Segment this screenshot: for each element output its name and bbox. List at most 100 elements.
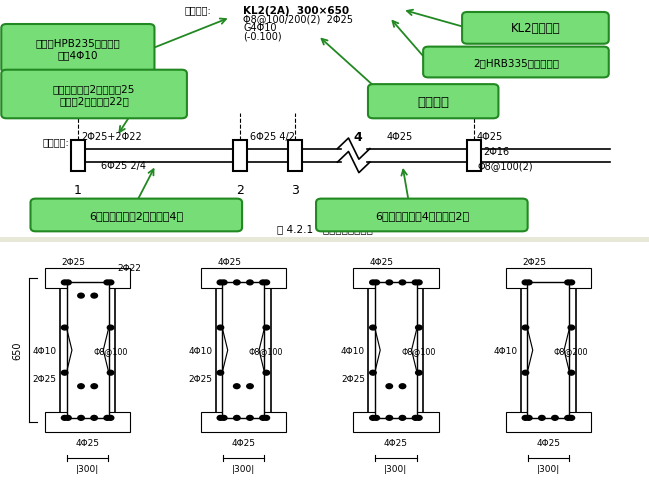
Circle shape <box>386 384 393 389</box>
FancyBboxPatch shape <box>31 199 242 232</box>
Bar <box>215 278 271 422</box>
Circle shape <box>399 384 406 389</box>
Text: 4Φ25: 4Φ25 <box>76 438 99 447</box>
Circle shape <box>263 416 269 420</box>
Circle shape <box>415 416 422 420</box>
Circle shape <box>415 280 422 285</box>
Bar <box>353 412 439 432</box>
Circle shape <box>62 280 68 285</box>
Circle shape <box>234 280 240 285</box>
Circle shape <box>386 416 393 420</box>
Bar <box>71 140 85 171</box>
Circle shape <box>234 384 240 389</box>
Circle shape <box>217 280 224 285</box>
Text: 4Φ25: 4Φ25 <box>217 257 241 266</box>
Bar <box>60 278 116 422</box>
Circle shape <box>412 280 419 285</box>
Circle shape <box>412 416 419 420</box>
Circle shape <box>568 416 574 420</box>
Text: KL2(2A)  300×650: KL2(2A) 300×650 <box>243 6 350 15</box>
Text: 4Φ25: 4Φ25 <box>232 438 255 447</box>
Text: 箍筋是HPB235钢，直径
箍筋4Φ10: 箍筋是HPB235钢，直径 箍筋4Φ10 <box>36 38 120 60</box>
Circle shape <box>107 371 114 375</box>
Circle shape <box>526 280 532 285</box>
Text: |300|: |300| <box>537 464 560 473</box>
Circle shape <box>526 416 532 420</box>
Text: |300|: |300| <box>232 464 255 473</box>
Circle shape <box>415 325 422 330</box>
Circle shape <box>552 416 558 420</box>
Text: 4: 4 <box>354 130 362 144</box>
Circle shape <box>78 416 84 420</box>
Text: 2Φ16: 2Φ16 <box>484 146 509 156</box>
Circle shape <box>247 416 253 420</box>
Text: 650: 650 <box>13 341 23 360</box>
Circle shape <box>260 416 266 420</box>
Bar <box>45 412 130 432</box>
Text: 1: 1 <box>74 183 82 197</box>
Text: 2Φ25: 2Φ25 <box>61 257 85 266</box>
Bar <box>201 412 286 432</box>
Bar <box>67 282 108 419</box>
Circle shape <box>221 416 227 420</box>
Circle shape <box>399 280 406 285</box>
Bar <box>506 268 591 288</box>
Circle shape <box>234 416 240 420</box>
Circle shape <box>78 294 84 299</box>
Circle shape <box>217 371 224 375</box>
Text: 4Φ10: 4Φ10 <box>493 346 518 355</box>
Text: 原位标注:: 原位标注: <box>42 137 69 146</box>
Circle shape <box>568 280 574 285</box>
Text: 2Φ25: 2Φ25 <box>341 375 365 384</box>
Text: 支座上部纵筋2根直径是25
的加上2根直径是22的: 支座上部纵筋2根直径是25 的加上2根直径是22的 <box>53 84 135 106</box>
Circle shape <box>370 280 376 285</box>
Circle shape <box>565 280 571 285</box>
Text: G4Φ10: G4Φ10 <box>243 23 277 33</box>
Text: |300|: |300| <box>384 464 408 473</box>
Text: (-0.100): (-0.100) <box>243 32 282 41</box>
Circle shape <box>565 416 571 420</box>
Circle shape <box>263 325 269 330</box>
Circle shape <box>91 294 97 299</box>
Text: 2: 2 <box>236 183 244 197</box>
Text: KL2为梁名称: KL2为梁名称 <box>511 22 560 36</box>
Text: 6根钢筋上排有2根下排有4根: 6根钢筋上排有2根下排有4根 <box>89 211 184 220</box>
Circle shape <box>260 280 266 285</box>
Text: 集中标注:: 集中标注: <box>185 6 212 15</box>
Circle shape <box>65 280 71 285</box>
Bar <box>467 140 481 171</box>
FancyBboxPatch shape <box>1 25 154 73</box>
Text: Φ8@100: Φ8@100 <box>93 346 127 355</box>
Bar <box>288 140 302 171</box>
Circle shape <box>386 280 393 285</box>
Circle shape <box>62 325 68 330</box>
Bar <box>201 268 286 288</box>
Circle shape <box>522 325 529 330</box>
Bar <box>45 268 130 288</box>
Circle shape <box>104 280 110 285</box>
Text: 4Φ10: 4Φ10 <box>32 346 57 355</box>
Text: 2Φ25: 2Φ25 <box>522 257 546 266</box>
Text: 6Φ25 2/4: 6Φ25 2/4 <box>101 161 145 170</box>
Text: |300|: |300| <box>76 464 99 473</box>
Circle shape <box>107 280 114 285</box>
Text: 2Φ25: 2Φ25 <box>33 375 57 384</box>
Bar <box>528 282 569 419</box>
Text: Φ8@100: Φ8@100 <box>249 346 283 355</box>
Circle shape <box>399 416 406 420</box>
Text: 4Φ25: 4Φ25 <box>386 132 412 142</box>
Circle shape <box>221 280 227 285</box>
Circle shape <box>78 384 84 389</box>
Circle shape <box>373 416 380 420</box>
Bar <box>520 278 576 422</box>
FancyBboxPatch shape <box>368 85 498 119</box>
Text: 4Φ25: 4Φ25 <box>477 132 503 142</box>
Circle shape <box>217 325 224 330</box>
Text: 图 4.2.1   平面注写方式示例: 图 4.2.1 平面注写方式示例 <box>276 224 373 234</box>
Circle shape <box>65 416 71 420</box>
Text: 梁顶标高: 梁顶标高 <box>417 96 449 108</box>
Text: 4Φ10: 4Φ10 <box>341 346 365 355</box>
Text: 4Φ25: 4Φ25 <box>537 438 560 447</box>
Text: 6根钢筋上排有4根下排有2根: 6根钢筋上排有4根下排有2根 <box>374 211 469 220</box>
Circle shape <box>370 371 376 375</box>
